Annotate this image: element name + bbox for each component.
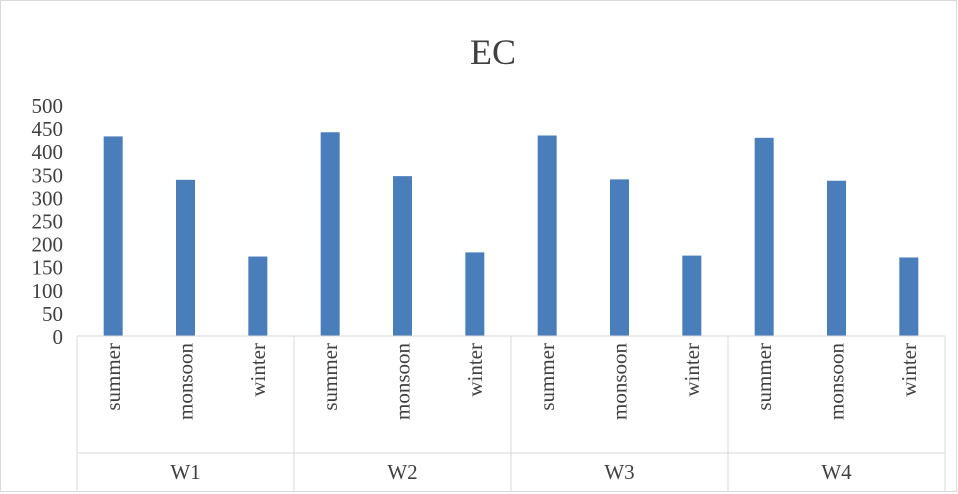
y-tick-label: 450 bbox=[32, 117, 64, 141]
x-category-label: summer bbox=[101, 343, 125, 411]
y-tick-label: 250 bbox=[32, 210, 64, 234]
x-category-label: winter bbox=[463, 343, 487, 397]
x-category-label: monsoon bbox=[608, 343, 632, 421]
x-category-label: winter bbox=[897, 343, 921, 397]
bar bbox=[248, 256, 268, 336]
x-group-label: W3 bbox=[604, 460, 634, 484]
y-tick-label: 100 bbox=[32, 279, 64, 303]
bar bbox=[537, 135, 557, 336]
x-category-label: summer bbox=[752, 343, 776, 411]
bar bbox=[610, 179, 629, 336]
x-group-label: W1 bbox=[170, 460, 200, 484]
y-tick-label: 500 bbox=[32, 94, 64, 118]
bar bbox=[176, 179, 195, 336]
y-tick-label: 0 bbox=[53, 325, 64, 349]
x-category-label: winter bbox=[246, 343, 270, 397]
x-group-label: W2 bbox=[387, 460, 417, 484]
x-group-label: W4 bbox=[821, 460, 852, 484]
bar bbox=[103, 136, 123, 336]
bar bbox=[899, 257, 919, 336]
y-tick-label: 50 bbox=[42, 302, 63, 326]
y-tick-label: 350 bbox=[32, 163, 64, 187]
bar bbox=[754, 137, 774, 336]
bar bbox=[465, 252, 485, 336]
x-category-label: winter bbox=[680, 343, 704, 397]
x-category-label: summer bbox=[318, 343, 342, 411]
y-tick-label: 400 bbox=[32, 140, 64, 164]
x-axis: summer monsoon winter W1 summer monsoon winter… bbox=[76, 335, 946, 491]
y-tick-label: 150 bbox=[32, 256, 64, 280]
x-category-label: summer bbox=[535, 343, 559, 411]
bar bbox=[393, 176, 412, 336]
y-tick-label: 200 bbox=[32, 233, 64, 257]
x-category-label: monsoon bbox=[174, 343, 198, 421]
bar bbox=[827, 180, 846, 336]
bar bbox=[320, 132, 340, 336]
x-category-label: monsoon bbox=[391, 343, 415, 421]
x-category-label: monsoon bbox=[825, 343, 849, 421]
bars bbox=[103, 132, 919, 336]
bar bbox=[682, 255, 702, 336]
y-tick-label: 300 bbox=[32, 186, 64, 210]
chart-title: EC bbox=[470, 32, 516, 72]
